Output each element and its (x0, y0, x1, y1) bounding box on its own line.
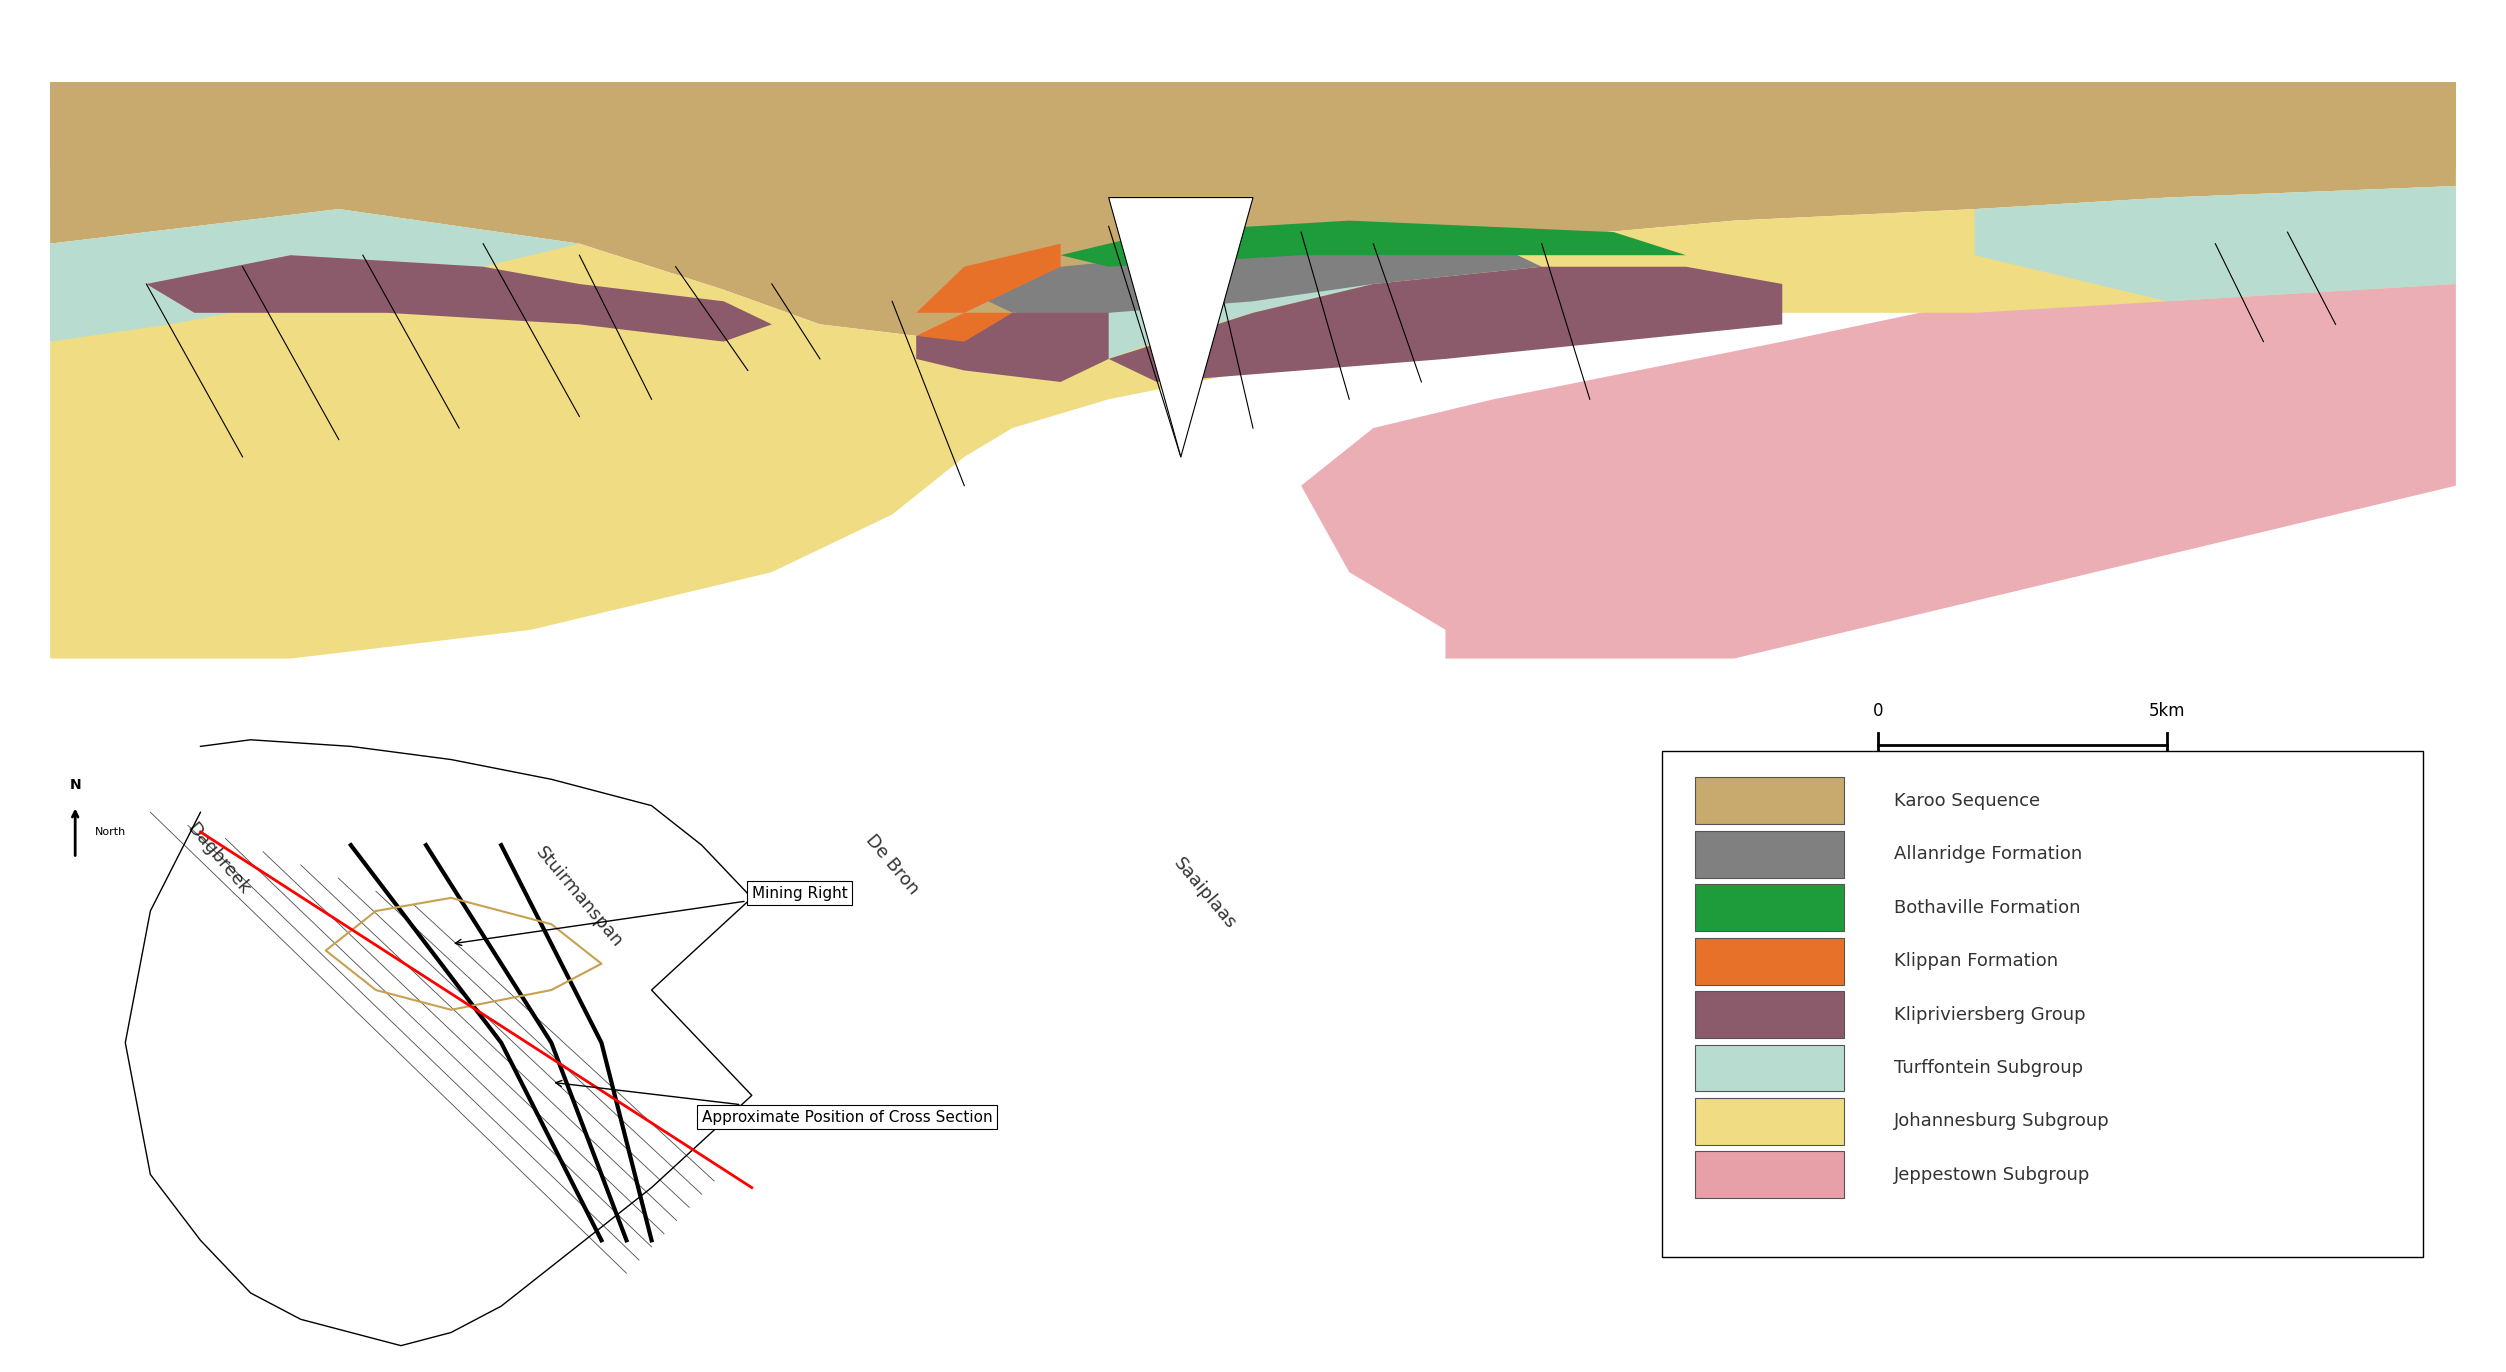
FancyBboxPatch shape (1661, 752, 2423, 1257)
Polygon shape (1012, 237, 1541, 359)
FancyBboxPatch shape (1694, 885, 1844, 932)
Text: Klipriviersberg Group: Klipriviersberg Group (1895, 1006, 2085, 1024)
Text: Jeppestown Subgroup: Jeppestown Subgroup (1895, 1166, 2090, 1184)
Text: Klippan Formation: Klippan Formation (1895, 952, 2057, 970)
Text: Dagbreek: Dagbreek (183, 820, 253, 899)
Polygon shape (917, 313, 1012, 342)
FancyBboxPatch shape (1694, 831, 1844, 878)
Text: Allanridge Formation: Allanridge Formation (1895, 845, 2082, 863)
FancyBboxPatch shape (1694, 1044, 1844, 1092)
Polygon shape (50, 209, 579, 342)
Polygon shape (50, 82, 2456, 169)
Text: 0: 0 (1874, 702, 1885, 720)
Polygon shape (917, 302, 1108, 381)
FancyBboxPatch shape (1694, 937, 1844, 985)
Text: 5km: 5km (2150, 702, 2185, 720)
Polygon shape (1108, 198, 1253, 457)
FancyBboxPatch shape (1694, 991, 1844, 1039)
Text: Stuirmanspan: Stuirmanspan (531, 842, 626, 951)
Polygon shape (965, 244, 1541, 313)
Text: Mining Right: Mining Right (456, 886, 847, 945)
Polygon shape (1108, 266, 1782, 381)
Text: Virginia: Virginia (2210, 820, 2268, 884)
Text: Karoo Sequence: Karoo Sequence (1895, 792, 2040, 809)
Polygon shape (145, 255, 772, 342)
Polygon shape (50, 169, 2456, 336)
Polygon shape (1301, 255, 2456, 659)
FancyBboxPatch shape (1694, 1151, 1844, 1198)
Text: De Bron: De Bron (862, 831, 922, 899)
FancyBboxPatch shape (1694, 778, 1844, 825)
Text: N: N (70, 778, 80, 793)
Text: Turffontein Subgroup: Turffontein Subgroup (1895, 1059, 2082, 1077)
Text: Approximate Position of Cross Section: Approximate Position of Cross Section (556, 1080, 992, 1125)
FancyBboxPatch shape (1694, 1098, 1844, 1144)
Text: Johannesburg Subgroup: Johannesburg Subgroup (1895, 1113, 2110, 1131)
Polygon shape (917, 244, 1060, 313)
Text: Saaiplaas: Saaiplaas (1170, 855, 1240, 933)
Text: Bothaville Formation: Bothaville Formation (1895, 899, 2080, 916)
Polygon shape (50, 187, 2456, 659)
Polygon shape (1975, 187, 2456, 302)
Polygon shape (1060, 221, 1687, 266)
Text: North: North (95, 827, 125, 837)
